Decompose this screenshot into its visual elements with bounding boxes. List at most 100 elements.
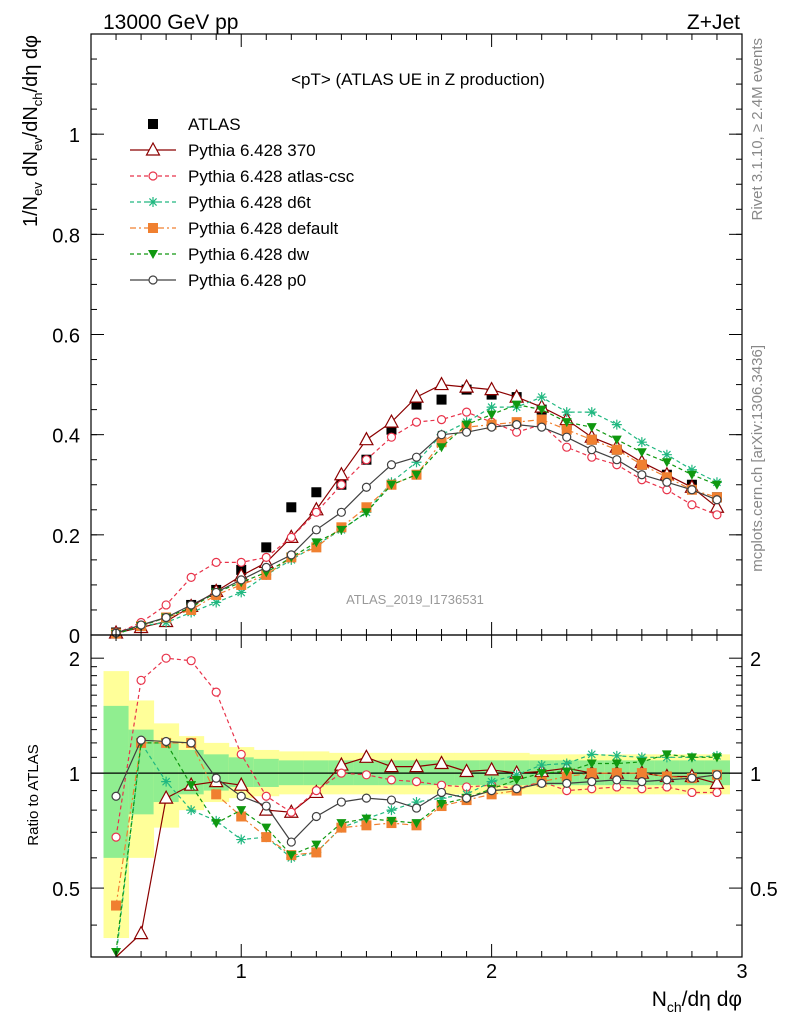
main-point-pythia-6-428-370: [459, 378, 475, 393]
main-point-atlas: [436, 394, 447, 405]
x-tick-label: 1: [236, 961, 247, 983]
ratio-point-pythia-6-428-dw: [686, 753, 697, 763]
ratio-point-pythia-6-428-atlas-csc: [136, 675, 146, 685]
ratio-point-pythia-6-428-atlas-csc: [411, 777, 422, 787]
main-point-pythia-6-428-d6t: [636, 437, 647, 448]
ratio-point-pythia-6-428-dw: [511, 775, 522, 785]
main-series-pythia-6-428-p0: [111, 420, 722, 638]
ratio-point-pythia-6-428-dw: [311, 840, 322, 850]
main-point-pythia-6-428-dw: [486, 410, 497, 420]
ratio-y-tick-label: 1: [69, 764, 80, 786]
ratio-point-pythia-6-428-d6t: [561, 758, 572, 769]
ratio-point-pythia-6-428-370: [233, 776, 249, 791]
ratio-point-pythia-6-428-370: [484, 761, 500, 776]
main-point-pythia-6-428-p0: [436, 430, 447, 440]
main-panel: 0 0.2 0.4 0.6 0.8 1 <pT> (ATLAS UE in Z produ…: [20, 33, 743, 648]
legend-marker: [148, 250, 158, 259]
main-point-pythia-6-428-p0: [411, 452, 422, 462]
ratio-point-pythia-6-428-p0: [512, 784, 522, 794]
main-point-pythia-6-428-d6t: [211, 597, 222, 608]
main-point-pythia-6-428-p0: [461, 427, 472, 437]
main-point-pythia-6-428-default: [436, 437, 447, 448]
main-point-pythia-6-428-p0: [662, 477, 672, 487]
main-point-pythia-6-428-default: [611, 444, 622, 455]
legend: ATLAS Pythia 6.428 370 Pythia 6.428 atlas-…: [130, 115, 355, 290]
legend-entry-pythia-6-428-370: Pythia 6.428 370: [130, 141, 316, 160]
legend-label: Pythia 6.428 atlas-csc: [188, 167, 355, 186]
ratio-series-pythia-6-428-dw: [111, 738, 722, 958]
main-point-pythia-6-428-d6t: [661, 449, 672, 460]
ratio-point-pythia-6-428-atlas-csc: [687, 787, 697, 798]
main-point-pythia-6-428-atlas-csc: [261, 552, 271, 562]
ratio-point-pythia-6-428-dw: [661, 750, 672, 760]
legend-label: ATLAS: [188, 115, 241, 134]
ratio-point-pythia-6-428-p0: [161, 736, 171, 747]
ratio-point-pythia-6-428-d6t: [511, 769, 522, 780]
main-point-pythia-6-428-p0: [537, 422, 547, 432]
main-point-pythia-6-428-atlas-csc: [512, 427, 522, 437]
ratio-point-pythia-6-428-d6t: [386, 805, 397, 816]
main-point-pythia-6-428-d6t: [411, 457, 422, 468]
ratio-point-pythia-6-428-370: [408, 758, 425, 773]
main-point-pythia-6-428-default: [661, 472, 672, 483]
main-point-pythia-6-428-atlas-csc: [336, 480, 346, 490]
ratio-point-pythia-6-428-dw: [536, 769, 547, 779]
main-point-pythia-6-428-370: [408, 388, 425, 403]
main-point-pythia-6-428-d6t: [161, 617, 172, 628]
legend-marker: [148, 197, 158, 207]
legend-marker: [148, 275, 158, 285]
main-point-pythia-6-428-atlas-csc: [411, 417, 422, 427]
ratio-point-pythia-6-428-d6t: [186, 805, 197, 816]
ratio-point-pythia-6-428-dw: [586, 759, 597, 769]
y-tick-label: 0.6: [52, 326, 80, 348]
main-point-pythia-6-428-p0: [286, 550, 296, 560]
ratio-point-pythia-6-428-p0: [286, 837, 296, 847]
legend-entry-pythia-6-428-p0: Pythia 6.428 p0: [130, 271, 306, 290]
legend-label: Pythia 6.428 dw: [188, 245, 310, 264]
ratio-point-pythia-6-428-p0: [411, 803, 422, 813]
ratio-point-pythia-6-428-default: [311, 847, 322, 858]
ratio-point-pythia-6-428-d6t: [436, 793, 447, 804]
main-point-pythia-6-428-d6t: [536, 392, 547, 403]
main-point-pythia-6-428-p0: [487, 422, 497, 432]
ratio-point-pythia-6-428-370: [459, 763, 475, 778]
ratio-series-pythia-6-428-p0: [111, 735, 722, 847]
ratio-point-pythia-6-428-atlas-csc: [311, 786, 321, 796]
ratio-point-pythia-6-428-p0: [361, 793, 372, 803]
main-point-pythia-6-428-dw: [436, 443, 447, 453]
legend-entry-pythia-6-428-default: Pythia 6.428 default: [130, 219, 339, 238]
ratio-point-pythia-6-428-dw: [561, 767, 572, 777]
ratio-point-pythia-6-428-p0: [562, 778, 572, 788]
ratio-point-pythia-6-428-p0: [537, 778, 547, 788]
main-point-pythia-6-428-atlas-csc: [712, 510, 722, 520]
ratio-point-pythia-6-428-atlas-csc: [236, 749, 246, 759]
main-point-pythia-6-428-dw: [586, 423, 597, 433]
main-point-pythia-6-428-p0: [637, 470, 647, 480]
main-point-pythia-6-428-p0: [712, 495, 722, 505]
ratio-point-pythia-6-428-dw: [411, 819, 422, 829]
ratio-point-pythia-6-428-p0: [461, 793, 472, 803]
ratio-point-pythia-6-428-p0: [712, 770, 722, 780]
main-point-pythia-6-428-d6t: [586, 407, 597, 418]
legend-label: Pythia 6.428 default: [188, 219, 339, 238]
ratio-y-tick-label: 2: [69, 649, 80, 671]
main-point-pythia-6-428-d6t: [236, 587, 247, 598]
ratio-point-pythia-6-428-p0: [236, 791, 246, 801]
legend-marker: [145, 141, 161, 156]
main-point-pythia-6-428-atlas-csc: [436, 415, 447, 425]
ratio-point-pythia-6-428-atlas-csc: [336, 768, 346, 778]
ratio-y-axis-label: Ratio to ATLAS: [25, 744, 42, 845]
ratio-point-pythia-6-428-default: [561, 771, 572, 782]
main-point-pythia-6-428-atlas-csc: [687, 500, 697, 510]
main-point-pythia-6-428-d6t: [611, 419, 622, 430]
main-point-pythia-6-428-atlas-csc: [236, 557, 246, 567]
ratio-point-pythia-6-428-dw: [211, 819, 222, 829]
ratio-point-pythia-6-428-d6t: [236, 834, 247, 845]
main-point-pythia-6-428-370: [434, 376, 450, 391]
main-point-pythia-6-428-atlas-csc: [211, 557, 221, 567]
legend-marker: [148, 119, 158, 129]
ratio-point-pythia-6-428-default: [211, 789, 222, 800]
ratio-point-pythia-6-428-p0: [261, 801, 271, 811]
y-tick-label: 0.2: [52, 526, 80, 548]
main-point-pythia-6-428-default: [561, 424, 572, 435]
